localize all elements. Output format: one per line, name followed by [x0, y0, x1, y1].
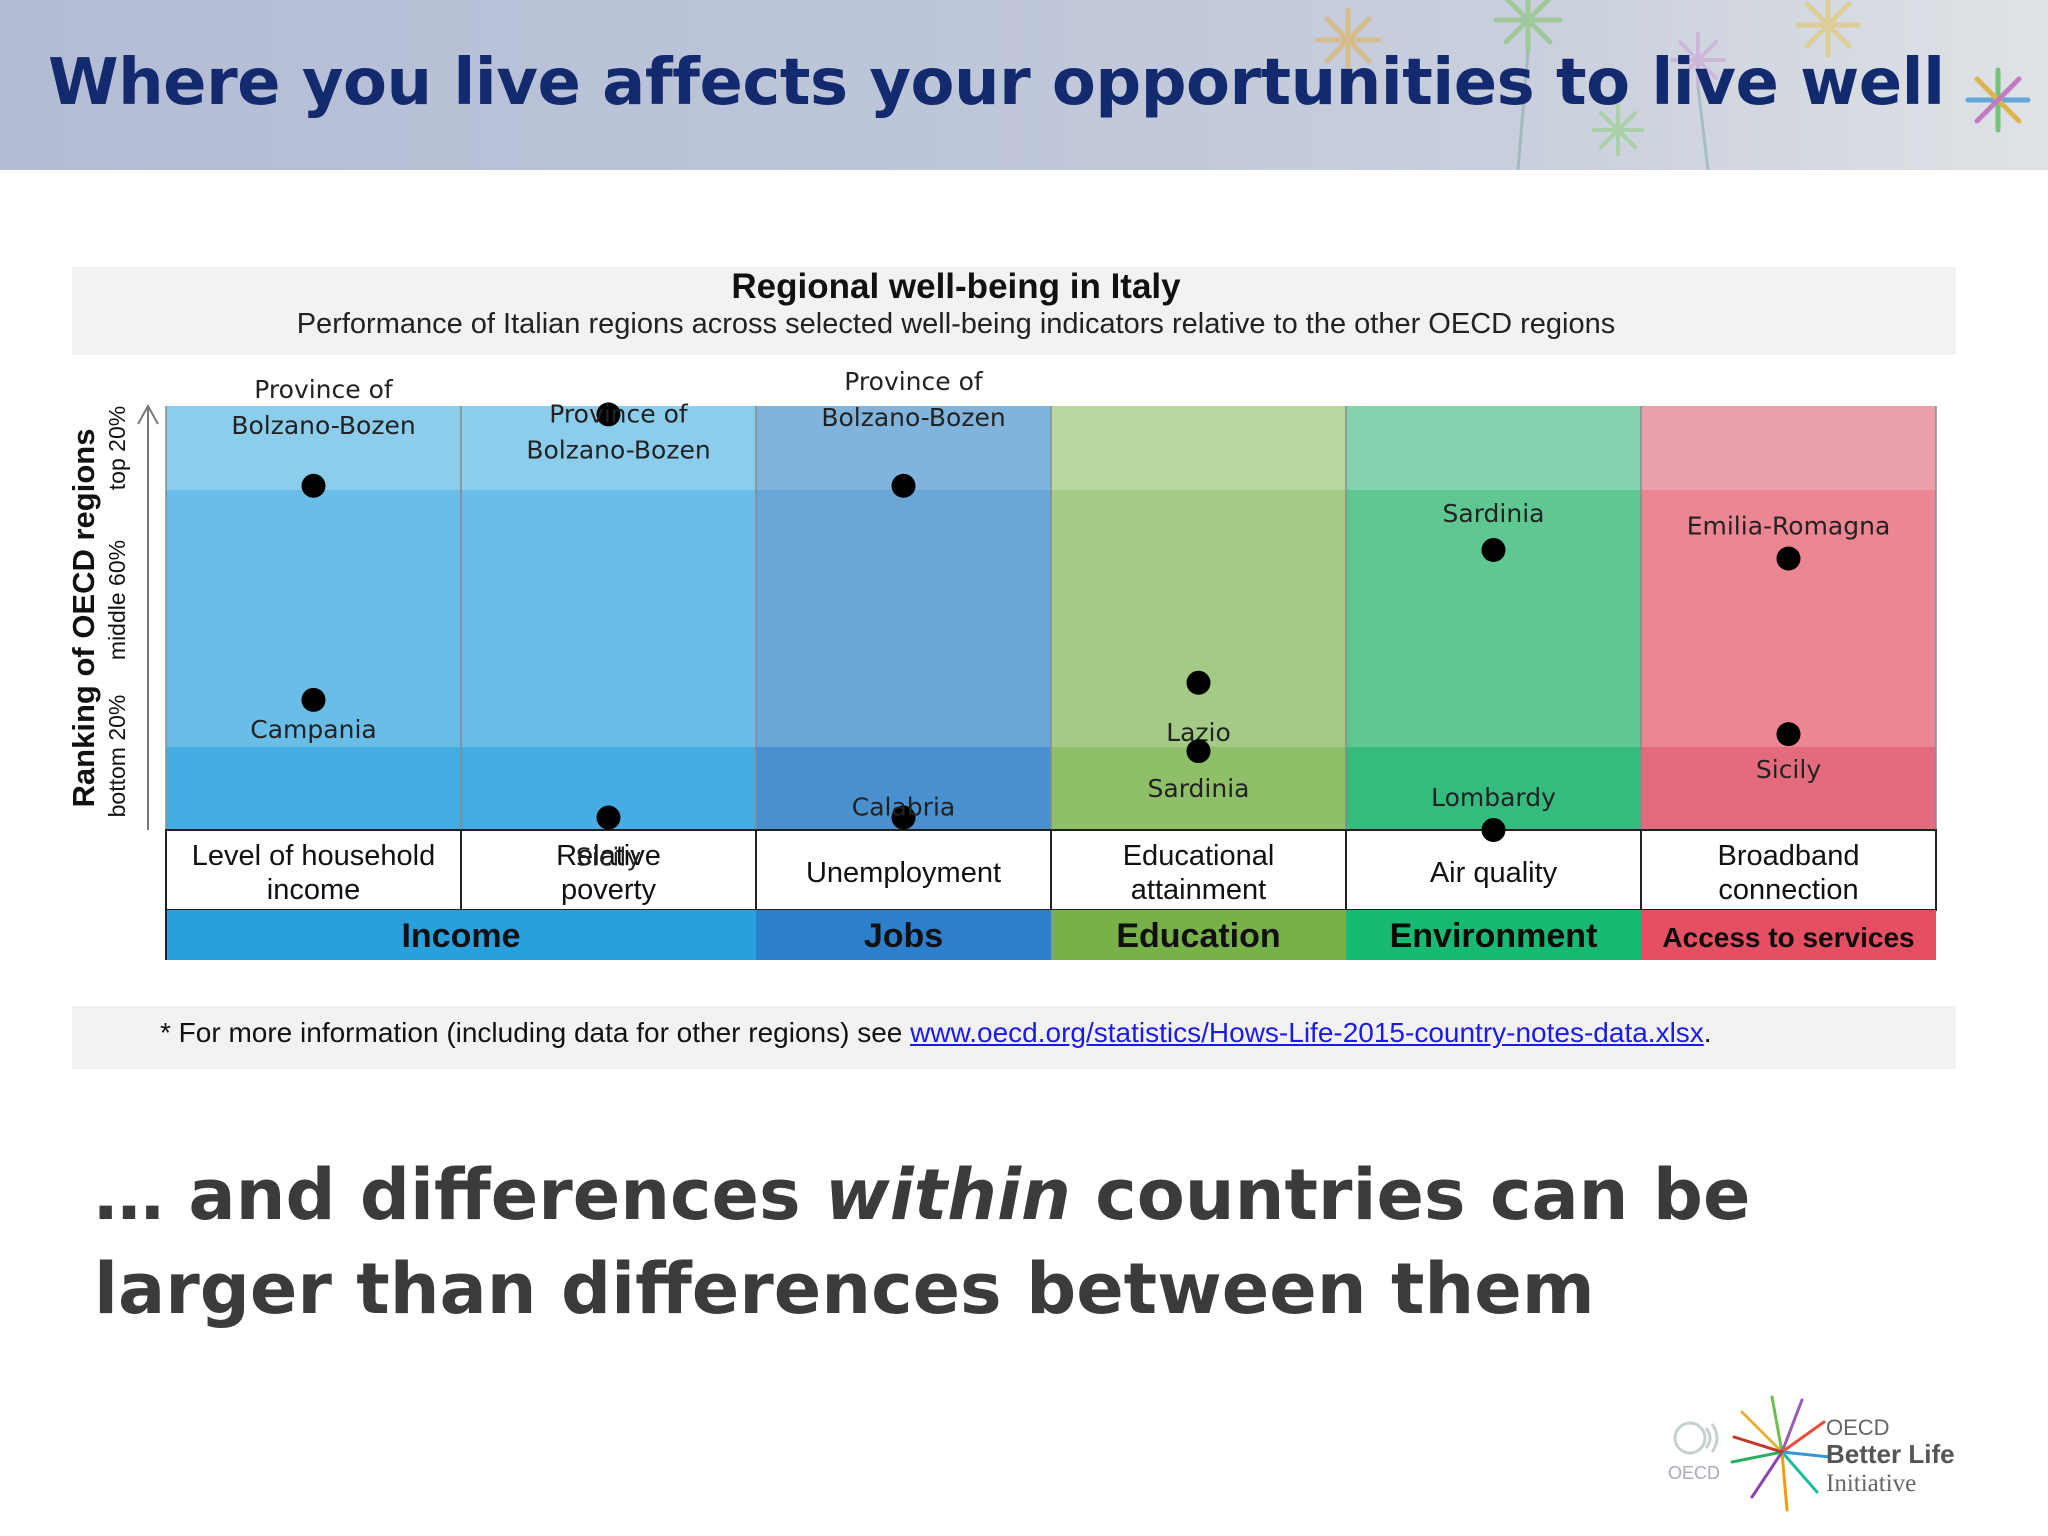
conclusion-emphasis: within [825, 1154, 1071, 1236]
data-point [596, 805, 621, 830]
data-point [301, 473, 326, 498]
oecd-small-label: OECD [1668, 1463, 1720, 1483]
data-point [1481, 537, 1506, 562]
chart-subtitle: Performance of Italian regions across se… [296, 308, 1616, 340]
data-point [596, 402, 621, 427]
indicator-label: Air quality [1430, 857, 1558, 889]
group-band-2 [1051, 910, 1346, 960]
conclusion-part2: countries can be larger than differences… [94, 1154, 1751, 1330]
oecd-globe-icon [1673, 1421, 1719, 1455]
better-life-flower-icon [1730, 1395, 1832, 1512]
data-link[interactable]: www.oecd.org/statistics/Hows-Life-2015-c… [910, 1017, 1704, 1048]
indicator-label: Relative poverty [556, 840, 661, 906]
band-top-5 [1641, 406, 1936, 490]
group-band-4 [1641, 910, 1936, 960]
indicator-label: Unemployment [806, 857, 1001, 889]
data-point [1776, 722, 1801, 747]
y-axis-title: Ranking of OECD regions [66, 429, 101, 808]
data-point [1186, 739, 1211, 764]
data-label: Province of Bolzano-Bozen [821, 367, 1005, 432]
data-label: Lombardy [1431, 783, 1556, 812]
group-label: Income [401, 917, 520, 955]
footnote-text: * For more information (including data f… [160, 1017, 911, 1048]
oecd-better-life-logo: OECD OECD Better Life Initiative [1668, 1395, 1955, 1512]
indicator-label: Educational attainment [1123, 840, 1275, 906]
y-axis-arrowhead [137, 403, 159, 425]
band-top-4 [1346, 406, 1641, 490]
group-label: Education [1116, 917, 1280, 955]
data-label: Emilia-Romagna [1687, 512, 1891, 541]
band-bottom-5 [1641, 747, 1936, 830]
data-point [891, 805, 916, 830]
band-middle-1 [461, 490, 756, 747]
data-label: Sardinia [1443, 499, 1545, 528]
data-label: Province of Bolzano-Bozen [231, 375, 415, 440]
group-label: Access to services [1662, 922, 1914, 953]
group-band-1 [756, 910, 1051, 960]
indicator-label: Level of household income [192, 840, 435, 906]
band-bottom-4 [1346, 747, 1641, 830]
data-label: Calabria [852, 793, 955, 822]
chart-title-panel [72, 267, 1956, 355]
data-label: Campania [250, 715, 376, 744]
data-point [1481, 818, 1506, 842]
conclusion-part1: … and differences [94, 1154, 826, 1236]
data-label: Sicily [576, 843, 641, 872]
group-band-3 [1346, 910, 1641, 960]
group-band-0 [166, 910, 756, 960]
y-tick-top: top 20% [104, 406, 130, 490]
indicator-label: Broadband connection [1718, 840, 1860, 906]
data-point [1186, 670, 1211, 695]
band-middle-5 [1641, 490, 1936, 747]
data-label: Sicily [1756, 755, 1821, 784]
data-point [301, 687, 326, 712]
data-point [891, 473, 916, 498]
flower-decoration [1315, 0, 2031, 170]
band-middle-4 [1346, 490, 1641, 747]
y-tick-middle: middle 60% [104, 540, 130, 660]
group-label: Jobs [864, 917, 943, 955]
footnote-panel [72, 1006, 1956, 1069]
data-label: Province of Bolzano-Bozen [526, 399, 710, 464]
logo-line1: OECD [1826, 1415, 1890, 1440]
data-point [1776, 546, 1801, 571]
band-middle-2 [756, 490, 1051, 747]
footnote: * For more information (including data f… [160, 1017, 1712, 1049]
slide-conclusion: … and differences within countries can b… [94, 1148, 1974, 1336]
regional-wellbeing-chart: Level of household income Relative poverty U… [66, 367, 1937, 960]
band-top-3 [1051, 406, 1346, 490]
logo-line2: Better Life [1826, 1439, 1955, 1469]
chart-title: Regional well-being in Italy [731, 267, 1181, 306]
footnote-suffix: . [1703, 1017, 1712, 1048]
band-bottom-0 [166, 747, 461, 830]
group-label: Environment [1390, 917, 1598, 955]
page-title: Where you live affects your opportunitie… [48, 46, 1945, 120]
band-middle-3 [1051, 490, 1346, 747]
slide-header: Where you live affects your opportunitie… [0, 0, 2048, 170]
y-tick-bottom: bottom 20% [104, 695, 130, 818]
data-label: Sardinia [1148, 774, 1250, 803]
logo-line3: Initiative [1826, 1470, 1916, 1497]
